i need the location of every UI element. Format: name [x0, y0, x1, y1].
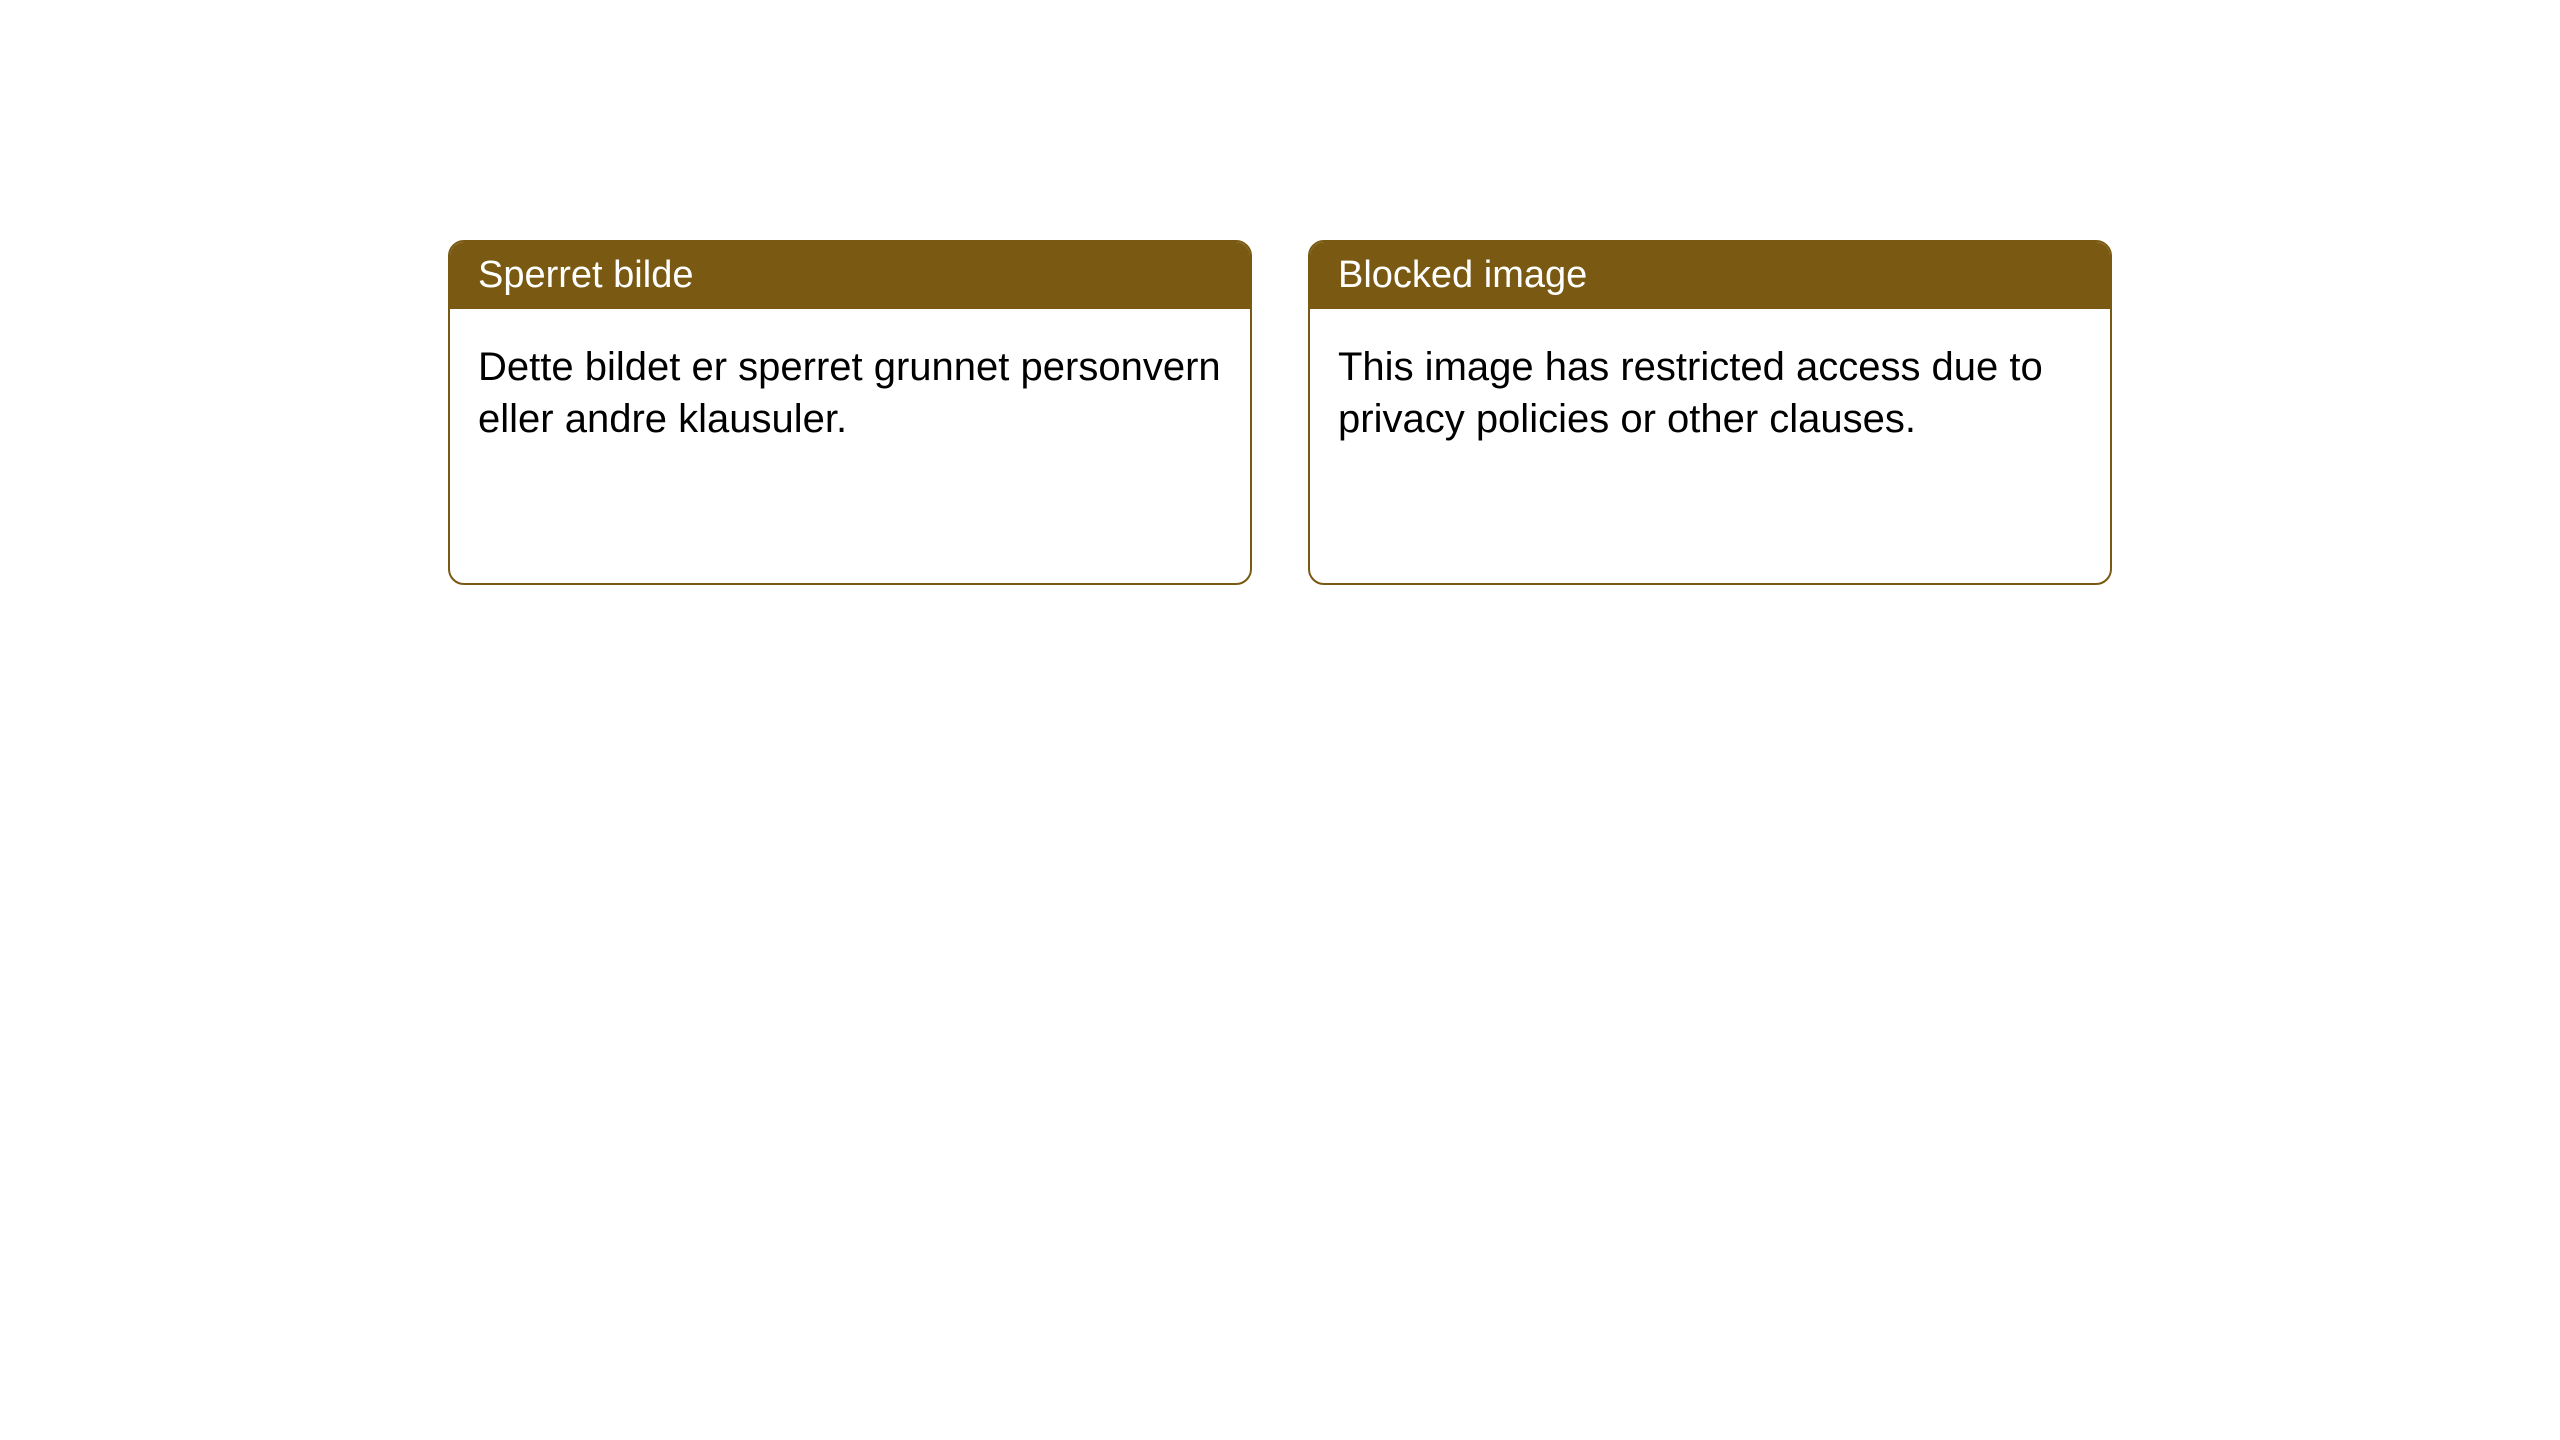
notice-header: Sperret bilde: [450, 242, 1250, 309]
notice-body-text: This image has restricted access due to …: [1338, 345, 2043, 441]
notice-body: This image has restricted access due to …: [1310, 309, 2110, 583]
notice-title: Sperret bilde: [478, 254, 693, 296]
notice-card-english: Blocked image This image has restricted …: [1308, 240, 2112, 585]
notice-title: Blocked image: [1338, 254, 1587, 296]
notice-body: Dette bildet er sperret grunnet personve…: [450, 309, 1250, 583]
notice-header: Blocked image: [1310, 242, 2110, 309]
notice-container: Sperret bilde Dette bildet er sperret gr…: [0, 0, 2560, 585]
notice-card-norwegian: Sperret bilde Dette bildet er sperret gr…: [448, 240, 1252, 585]
notice-body-text: Dette bildet er sperret grunnet personve…: [478, 345, 1221, 441]
